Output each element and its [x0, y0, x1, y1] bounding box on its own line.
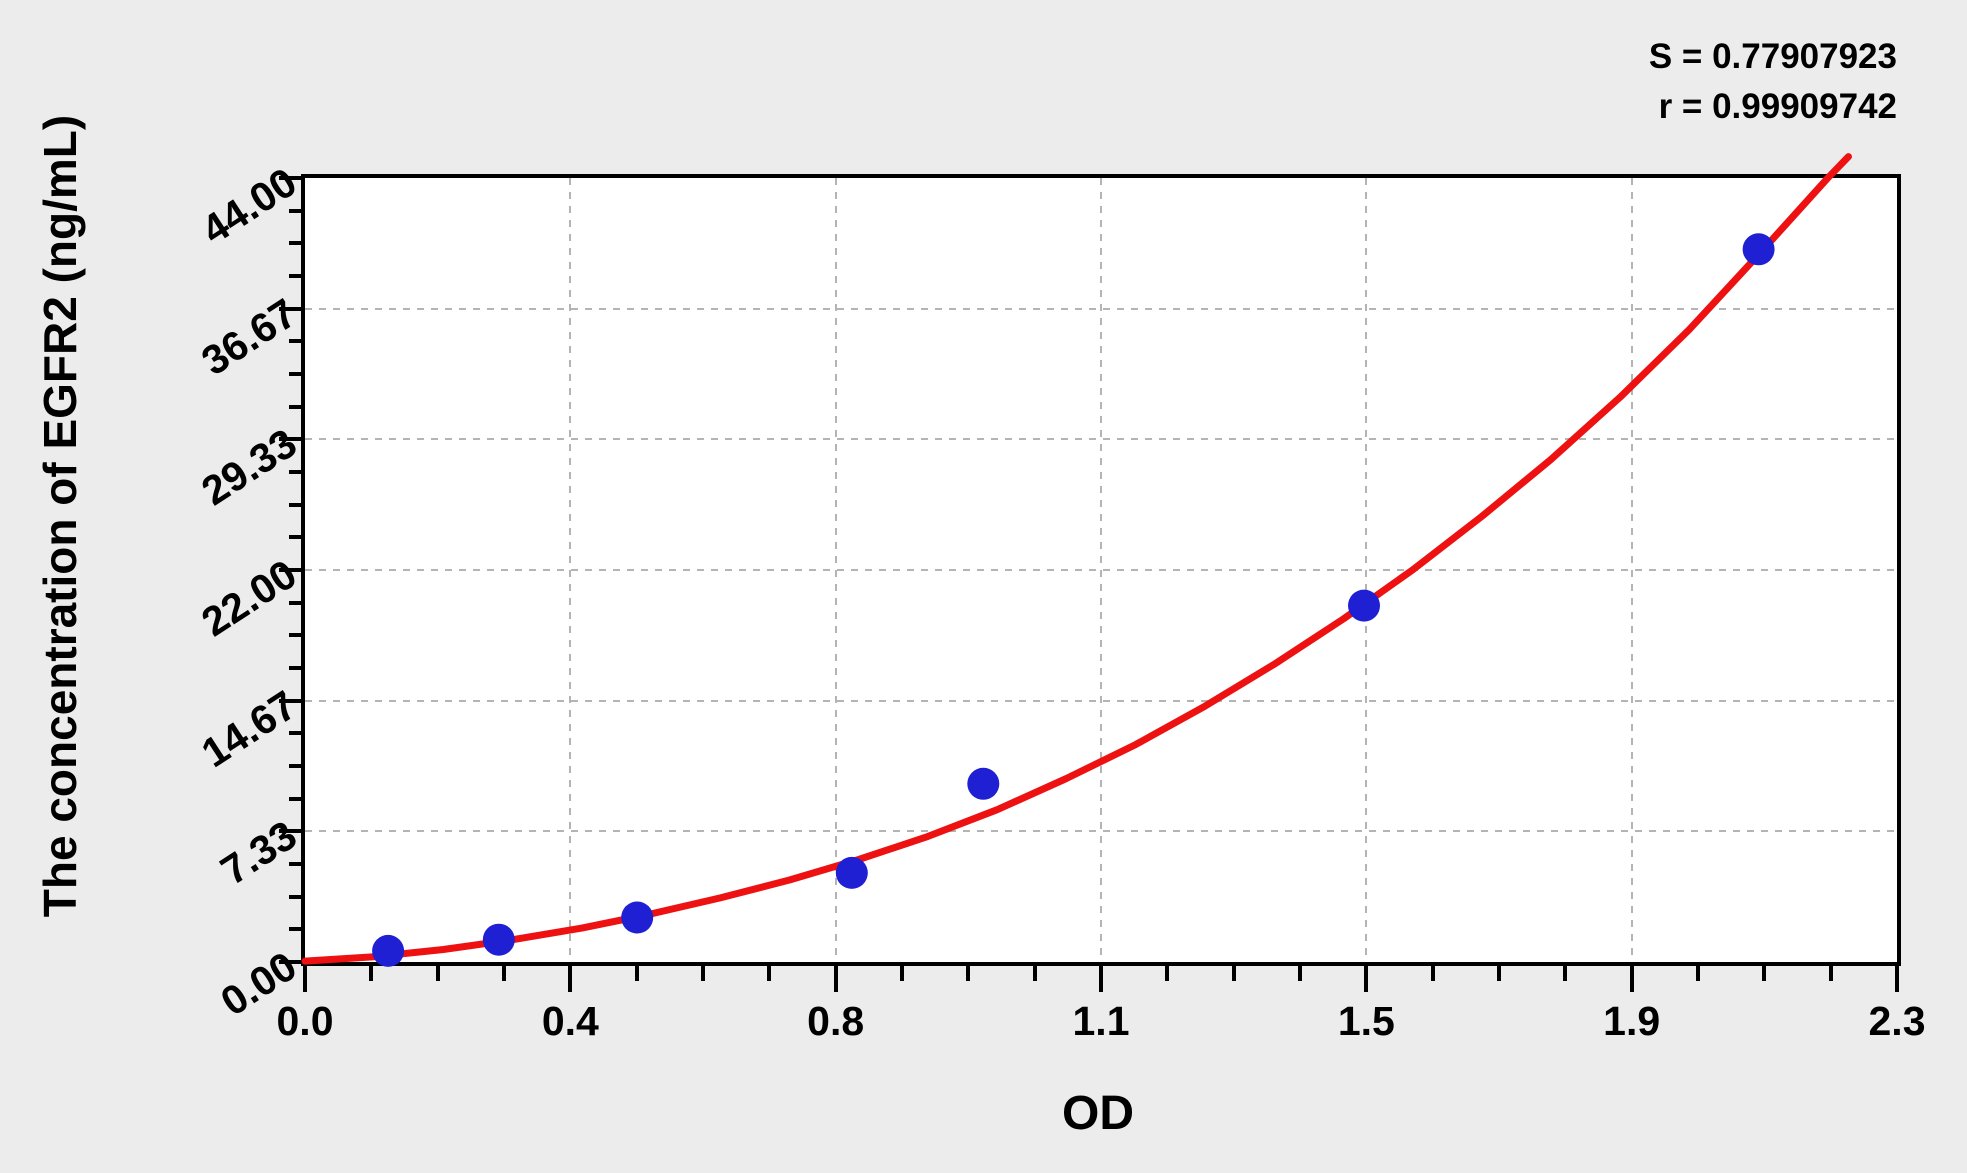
y-major-tick — [279, 829, 301, 834]
x-major-tick — [1895, 966, 1899, 992]
x-minor-tick — [1032, 966, 1037, 981]
y-minor-tick — [289, 731, 301, 736]
x-major-tick — [568, 966, 573, 992]
x-minor-tick — [900, 966, 904, 981]
x-tick-label: 0.4 — [541, 998, 599, 1044]
x-axis-title: OD — [1062, 1087, 1134, 1140]
y-minor-tick — [289, 600, 301, 605]
horizontal-gridline — [305, 569, 1897, 571]
x-minor-tick — [1165, 966, 1170, 981]
horizontal-gridline — [305, 830, 1897, 833]
x-tick-label: 0.8 — [807, 998, 865, 1044]
horizontal-gridline — [305, 699, 1897, 702]
x-major-tick — [833, 966, 838, 992]
x-minor-tick — [1430, 966, 1435, 981]
y-axis-title: The concentration of EGFR2 (ng/mL) — [34, 114, 86, 918]
x-minor-tick — [1762, 966, 1767, 981]
y-minor-tick — [289, 372, 301, 376]
x-tick-label: 1.9 — [1603, 998, 1661, 1044]
x-tick-label: 0.0 — [276, 998, 334, 1044]
y-major-tick — [279, 306, 301, 311]
y-major-tick — [279, 568, 301, 572]
x-minor-tick — [1497, 966, 1501, 981]
x-minor-tick — [1298, 966, 1302, 981]
x-minor-tick — [369, 966, 374, 981]
y-minor-tick — [289, 208, 301, 213]
x-major-tick — [303, 966, 307, 992]
x-minor-tick — [1231, 966, 1236, 981]
y-minor-tick — [289, 894, 301, 899]
y-minor-tick — [289, 535, 301, 540]
x-minor-tick — [1696, 966, 1700, 981]
x-tick-label: 1.5 — [1337, 998, 1395, 1044]
x-minor-tick — [634, 966, 639, 981]
x-minor-tick — [502, 966, 506, 981]
horizontal-gridline — [305, 307, 1897, 310]
y-minor-tick — [289, 666, 301, 670]
x-minor-tick — [767, 966, 772, 981]
x-major-tick — [1364, 966, 1369, 992]
y-minor-tick — [289, 404, 301, 409]
y-minor-tick — [289, 339, 301, 344]
x-major-tick — [1099, 966, 1103, 992]
y-minor-tick — [289, 796, 301, 801]
y-minor-tick — [289, 633, 301, 638]
y-minor-tick — [289, 470, 301, 474]
y-major-tick — [279, 176, 301, 180]
y-minor-tick — [289, 764, 301, 768]
plot-area — [305, 178, 1897, 962]
x-minor-tick — [701, 966, 705, 981]
x-minor-tick — [435, 966, 440, 981]
x-minor-tick — [966, 966, 971, 981]
r-statistic: r = 0.99909742 — [1658, 87, 1897, 126]
y-minor-tick — [289, 274, 301, 278]
y-minor-tick — [289, 502, 301, 507]
y-major-tick — [279, 960, 301, 964]
x-major-tick — [1629, 966, 1634, 992]
x-minor-tick — [1563, 966, 1568, 981]
y-minor-tick — [289, 927, 301, 932]
y-minor-tick — [289, 862, 301, 866]
x-minor-tick — [1828, 966, 1833, 981]
y-major-tick — [279, 698, 301, 703]
s-statistic: S = 0.77907923 — [1648, 37, 1897, 76]
x-tick-label: 1.1 — [1072, 998, 1130, 1044]
y-major-tick — [279, 437, 301, 442]
x-tick-label: 2.3 — [1868, 998, 1926, 1044]
fit-statistics: S = 0.77907923 r = 0.99909742 — [1649, 32, 1897, 132]
y-minor-tick — [289, 241, 301, 246]
horizontal-gridline — [305, 438, 1897, 441]
